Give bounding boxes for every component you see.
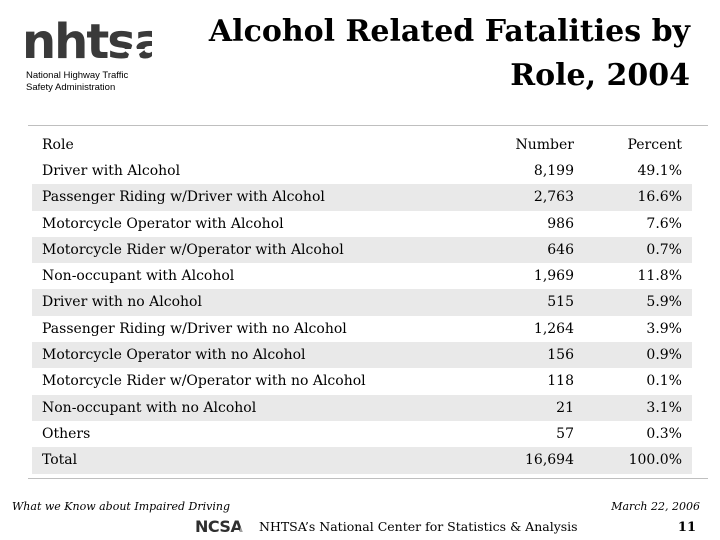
table-row: Passenger Riding w/Driver with Alcohol 2…: [32, 184, 692, 211]
agency-line-2: Safety Administration: [26, 82, 116, 93]
nhtsa-logo: nhtsa: [22, 10, 152, 68]
ncsa-logo-slash: [239, 519, 253, 533]
ncsa-logo-icon: NCSA: [195, 517, 253, 535]
page-title: Alcohol Related Fatalities by Role, 2004: [170, 10, 690, 98]
table-row: Motorcycle Rider w/Operator with no Alco…: [32, 368, 692, 394]
table-row: Motorcycle Rider w/Operator with Alcohol…: [32, 236, 692, 264]
bottom-divider: [28, 478, 708, 479]
row-role: Others: [42, 425, 91, 442]
row-number: 1,264: [533, 320, 574, 337]
fatalities-table: Role Number Percent Driver with Alcohol …: [32, 132, 692, 474]
row-role: Motorcycle Rider w/Operator with no Alco…: [42, 373, 366, 390]
table-row: Non-occupant with no Alcohol 21 3.1%: [32, 394, 692, 421]
row-percent: 11.8%: [637, 268, 682, 285]
total-number: 16,694: [525, 452, 574, 469]
row-number: 2,763: [533, 189, 574, 206]
row-number: 21: [556, 399, 574, 416]
row-role: Driver with no Alcohol: [42, 294, 202, 311]
row-percent: 0.7%: [646, 241, 682, 258]
header-role: Role: [42, 137, 74, 153]
table-row: Others 57 0.3%: [32, 421, 692, 447]
row-role: Passenger Riding w/Driver with Alcohol: [42, 189, 325, 206]
row-number: 515: [547, 294, 574, 311]
row-number: 156: [547, 347, 574, 364]
row-percent: 0.9%: [646, 347, 682, 364]
table-row: Non-occupant with Alcohol 1,969 11.8%: [32, 263, 692, 289]
row-role: Non-occupant with Alcohol: [42, 268, 235, 285]
title-line-1: Alcohol Related Fatalities by: [208, 14, 690, 49]
row-number: 57: [556, 425, 574, 442]
row-percent: 0.3%: [646, 425, 682, 442]
ncsa-branding: NCSA NHTSA’s National Center for Statist…: [195, 517, 578, 535]
total-percent: 100.0%: [628, 452, 682, 469]
row-percent: 49.1%: [637, 163, 682, 179]
row-number: 646: [547, 241, 574, 258]
ncsa-name: NHTSA’s National Center for Statistics &…: [259, 518, 578, 534]
header-percent: Percent: [627, 137, 682, 153]
table-row: Motorcycle Operator with Alcohol 986 7.6…: [32, 211, 692, 237]
table-row: Passenger Riding w/Driver with no Alcoho…: [32, 316, 692, 342]
page-number: 11: [677, 520, 696, 535]
row-role: Motorcycle Operator with no Alcohol: [42, 347, 306, 364]
row-percent: 3.1%: [646, 399, 682, 416]
total-label: Total: [42, 452, 78, 469]
row-number: 8,199: [533, 163, 574, 179]
agency-name: National Highway Traffic Safety Administ…: [26, 70, 166, 94]
row-percent: 7.6%: [646, 215, 682, 232]
logo-wordmark: nhtsa: [22, 14, 152, 68]
row-role: Non-occupant with no Alcohol: [42, 399, 257, 416]
row-role: Passenger Riding w/Driver with no Alcoho…: [42, 320, 347, 337]
logo-star: [122, 40, 146, 63]
table-total-row: Total 16,694 100.0%: [32, 447, 692, 474]
ncsa-logo-text: NCSA: [195, 517, 243, 535]
row-role: Driver with Alcohol: [42, 163, 181, 179]
footer-date: March 22, 2006: [611, 500, 700, 513]
row-number: 1,969: [533, 268, 574, 285]
table-header-row: Role Number Percent: [32, 132, 692, 158]
title-line-2: Role, 2004: [510, 58, 690, 93]
row-number: 986: [547, 215, 574, 232]
header-number: Number: [515, 137, 574, 153]
footer-presentation-title: What we Know about Impaired Driving: [12, 500, 231, 513]
row-percent: 5.9%: [646, 294, 682, 311]
table-row: Motorcycle Operator with no Alcohol 156 …: [32, 342, 692, 369]
row-percent: 0.1%: [646, 373, 682, 390]
row-role: Motorcycle Operator with Alcohol: [42, 215, 284, 232]
top-divider: [28, 125, 708, 126]
agency-line-1: National Highway Traffic: [26, 70, 129, 81]
row-number: 118: [547, 373, 574, 390]
nhtsa-logo-icon: nhtsa: [22, 14, 152, 68]
row-percent: 3.9%: [646, 320, 682, 337]
row-role: Motorcycle Rider w/Operator with Alcohol: [42, 241, 344, 258]
row-percent: 16.6%: [637, 189, 682, 206]
table-row: Driver with Alcohol 8,199 49.1%: [32, 158, 692, 184]
table-row: Driver with no Alcohol 515 5.9%: [32, 289, 692, 316]
